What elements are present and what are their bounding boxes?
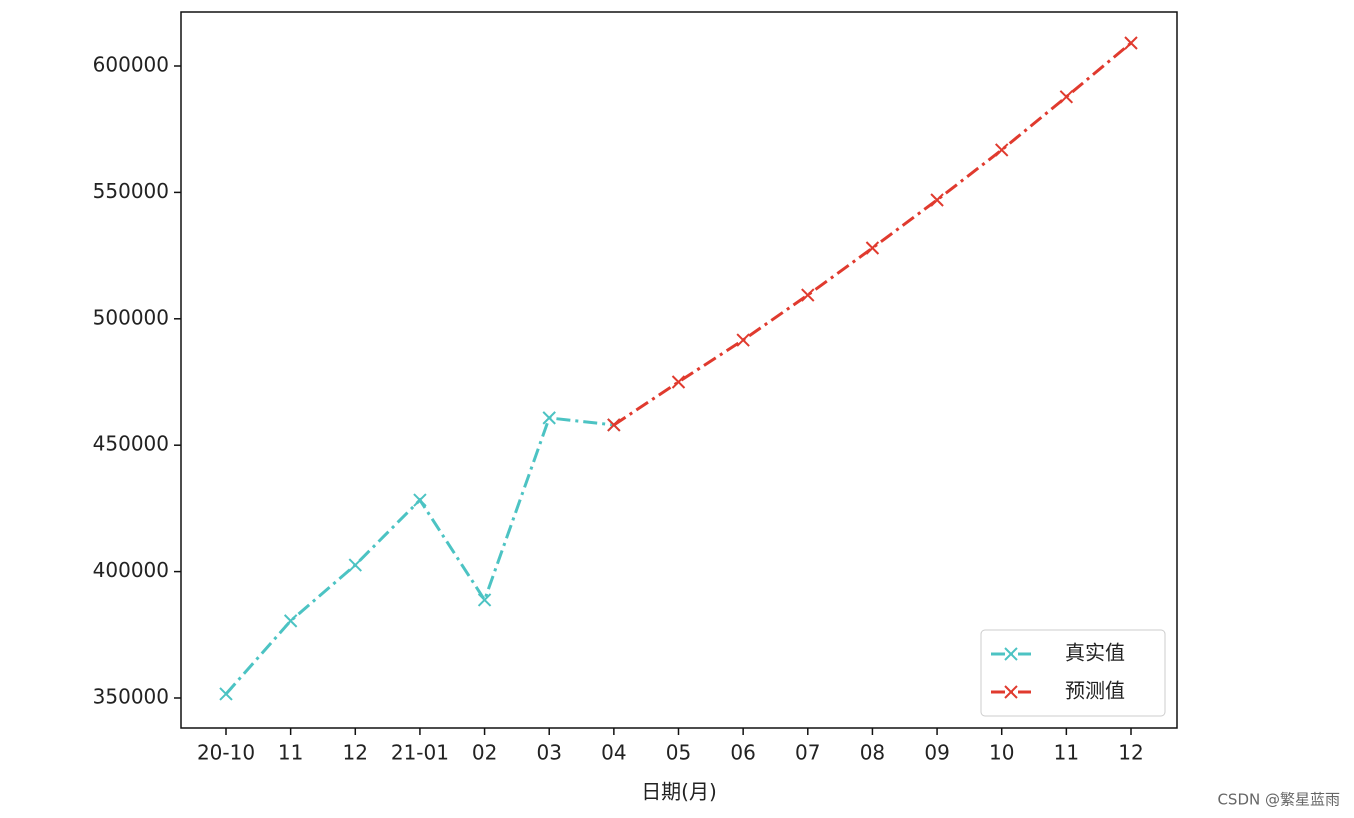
y-tick-label: 450000 [93, 432, 169, 456]
series-line [224, 416, 615, 695]
marker [477, 593, 492, 607]
x-tick-label: 10 [989, 741, 1014, 765]
x-tick-label: 03 [536, 741, 561, 765]
marker [413, 493, 427, 507]
marker [542, 411, 556, 425]
x-tick-label: 05 [666, 741, 691, 765]
x-tick-label: 08 [860, 741, 885, 765]
x-tick-label: 11 [278, 741, 303, 765]
x-tick-label: 04 [601, 741, 626, 765]
marker [801, 288, 815, 302]
legend-marker [1004, 647, 1018, 661]
plot-frame [180, 11, 1178, 729]
x-tick-label: 06 [730, 741, 755, 765]
series-line [613, 41, 1132, 427]
legend-label: 预测值 [1065, 679, 1125, 703]
y-tick-label: 350000 [93, 684, 169, 708]
marker [930, 193, 944, 207]
x-tick-label: 12 [343, 741, 368, 765]
marker [1124, 36, 1138, 50]
x-tick-label: 21-01 [391, 741, 449, 765]
x-tick-label: 02 [472, 741, 497, 765]
marker [607, 418, 621, 432]
marker [348, 558, 362, 572]
marker [1059, 90, 1074, 104]
marker [219, 687, 233, 701]
x-tick-label: 09 [924, 741, 949, 765]
watermark: CSDN @繁星蓝雨 [1217, 791, 1340, 809]
legend-marker [1004, 685, 1018, 699]
marker [283, 614, 298, 628]
x-axis-label: 日期(月) [641, 780, 717, 804]
x-tick-label: 11 [1054, 741, 1079, 765]
marker [671, 375, 686, 389]
y-tick-label: 600000 [93, 52, 169, 76]
marker [995, 143, 1009, 157]
x-tick-label: 20-10 [197, 741, 255, 765]
marker [865, 241, 880, 255]
marker [736, 333, 750, 347]
x-tick-label: 07 [795, 741, 820, 765]
legend-box [980, 629, 1166, 717]
y-tick-label: 550000 [93, 179, 169, 203]
legend-label: 真实值 [1065, 641, 1125, 665]
x-tick-label: 12 [1118, 741, 1143, 765]
y-tick-label: 400000 [93, 558, 169, 582]
y-tick-label: 500000 [93, 305, 169, 329]
